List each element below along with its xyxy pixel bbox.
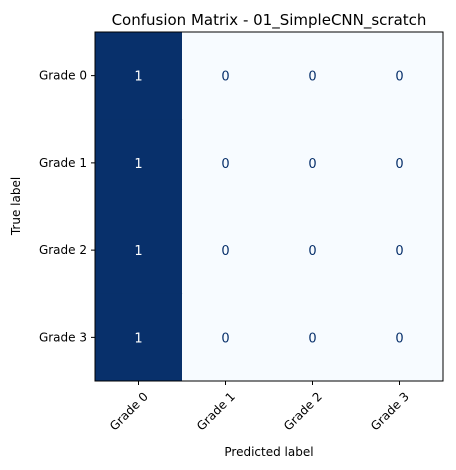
heatmap-cell xyxy=(95,32,183,120)
y-tick-label: Grade 0 xyxy=(39,69,87,83)
heatmap-cell xyxy=(182,119,270,207)
heatmap-cell xyxy=(269,293,357,382)
y-axis-label: True label xyxy=(9,177,23,236)
cell-value-label: 0 xyxy=(395,331,403,346)
chart-title: Confusion Matrix - 01_SimpleCNN_scratch xyxy=(112,11,427,30)
cell-value-label: 0 xyxy=(221,70,229,85)
heatmap-cell xyxy=(182,206,270,295)
heatmap-cell xyxy=(269,32,357,120)
heatmap-cell xyxy=(182,293,270,382)
cell-value-label: 0 xyxy=(308,157,316,172)
cell-value-label: 0 xyxy=(395,157,403,172)
heatmap-cell xyxy=(269,206,357,295)
cell-value-label: 0 xyxy=(221,331,229,346)
y-tick-label: Grade 2 xyxy=(39,243,87,257)
y-tick-label: Grade 3 xyxy=(39,330,87,344)
heatmap-cell xyxy=(95,293,183,382)
cell-value-label: 0 xyxy=(221,157,229,172)
heatmap-cells xyxy=(95,32,444,382)
heatmap-cell xyxy=(95,119,183,207)
cell-value-label: 1 xyxy=(134,244,142,259)
heatmap-cell xyxy=(356,293,444,382)
heatmap-cell xyxy=(356,32,444,120)
y-tick-label: Grade 1 xyxy=(39,156,87,170)
heatmap-cell xyxy=(356,119,444,207)
cell-value-label: 0 xyxy=(308,331,316,346)
cell-value-label: 0 xyxy=(308,70,316,85)
cell-value-label: 1 xyxy=(134,70,142,85)
cell-value-label: 0 xyxy=(395,70,403,85)
heatmap-cell xyxy=(356,206,444,295)
heatmap-cell xyxy=(182,32,270,120)
heatmap-cell-labels: 1 0 0 0 1 0 0 0 1 0 0 0 1 0 0 0 xyxy=(134,70,403,347)
heatmap-cell xyxy=(269,119,357,207)
cell-value-label: 1 xyxy=(134,331,142,346)
cell-value-label: 0 xyxy=(395,244,403,259)
cell-value-label: 1 xyxy=(134,157,142,172)
x-axis-label: Predicted label xyxy=(224,445,313,459)
y-axis-ticks: Grade 0 Grade 1 Grade 2 Grade 3 xyxy=(39,69,95,344)
cell-value-label: 0 xyxy=(308,244,316,259)
heatmap-cell xyxy=(95,206,183,295)
cell-value-label: 0 xyxy=(221,244,229,259)
plot-frame xyxy=(94,31,444,382)
